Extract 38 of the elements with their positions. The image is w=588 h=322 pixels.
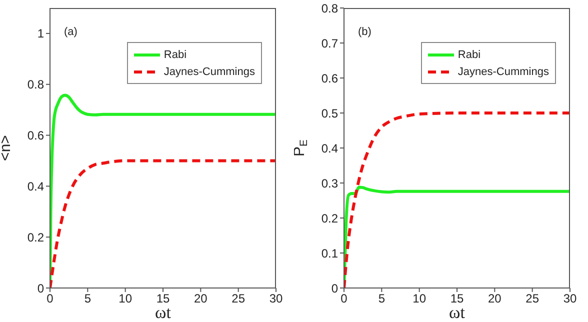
- y-tick-label: 0.2: [27, 230, 44, 244]
- y-tick-label: 0.4: [27, 179, 44, 194]
- legend-label: Rabi: [458, 48, 481, 60]
- y-tick-label: 0.3: [321, 176, 338, 190]
- x-tick-label: 20: [194, 292, 208, 306]
- x-tick-label: 30: [563, 292, 577, 306]
- y-tick-label: 0: [331, 281, 338, 296]
- y-tick-label: 0.8: [321, 1, 338, 16]
- y-tick-label: 0.1: [321, 246, 338, 260]
- y-tick-label: 1: [37, 26, 44, 41]
- x-axis-title: ωt: [155, 303, 172, 322]
- x-tick-label: 5: [84, 292, 92, 306]
- y-tick-label: 0.5: [321, 106, 338, 120]
- x-tick-label: 10: [118, 292, 132, 306]
- annotation: (b): [358, 26, 372, 38]
- x-tick-label: 0: [340, 292, 348, 306]
- y-tick-label: 0: [37, 281, 44, 296]
- x-axis-title: ωt: [449, 303, 466, 322]
- legend-label: Jaynes-Cummings: [164, 66, 255, 78]
- y-axis-title: <n>: [0, 134, 14, 161]
- x-tick-label: 10: [412, 292, 426, 306]
- y-tick-label: 0.7: [321, 36, 338, 50]
- x-tick-label: 25: [232, 292, 246, 306]
- y-tick-label: 0.4: [321, 141, 338, 156]
- x-tick-label: 15: [156, 292, 170, 306]
- legend-label: Rabi: [164, 48, 187, 60]
- y-tick-label: 0.6: [321, 71, 338, 86]
- y-tick-label: 0.2: [321, 211, 338, 226]
- annotation: (a): [64, 26, 78, 38]
- x-tick-label: 0: [46, 292, 54, 306]
- legend-label: Jaynes-Cummings: [458, 66, 549, 78]
- y-tick-label: 0.6: [27, 128, 44, 143]
- y-tick-label: 0.8: [27, 78, 44, 92]
- x-tick-label: 20: [488, 292, 502, 306]
- x-tick-label: 30: [269, 292, 283, 306]
- x-tick-label: 25: [526, 292, 540, 306]
- x-tick-label: 5: [378, 292, 386, 306]
- x-tick-label: 15: [450, 292, 464, 306]
